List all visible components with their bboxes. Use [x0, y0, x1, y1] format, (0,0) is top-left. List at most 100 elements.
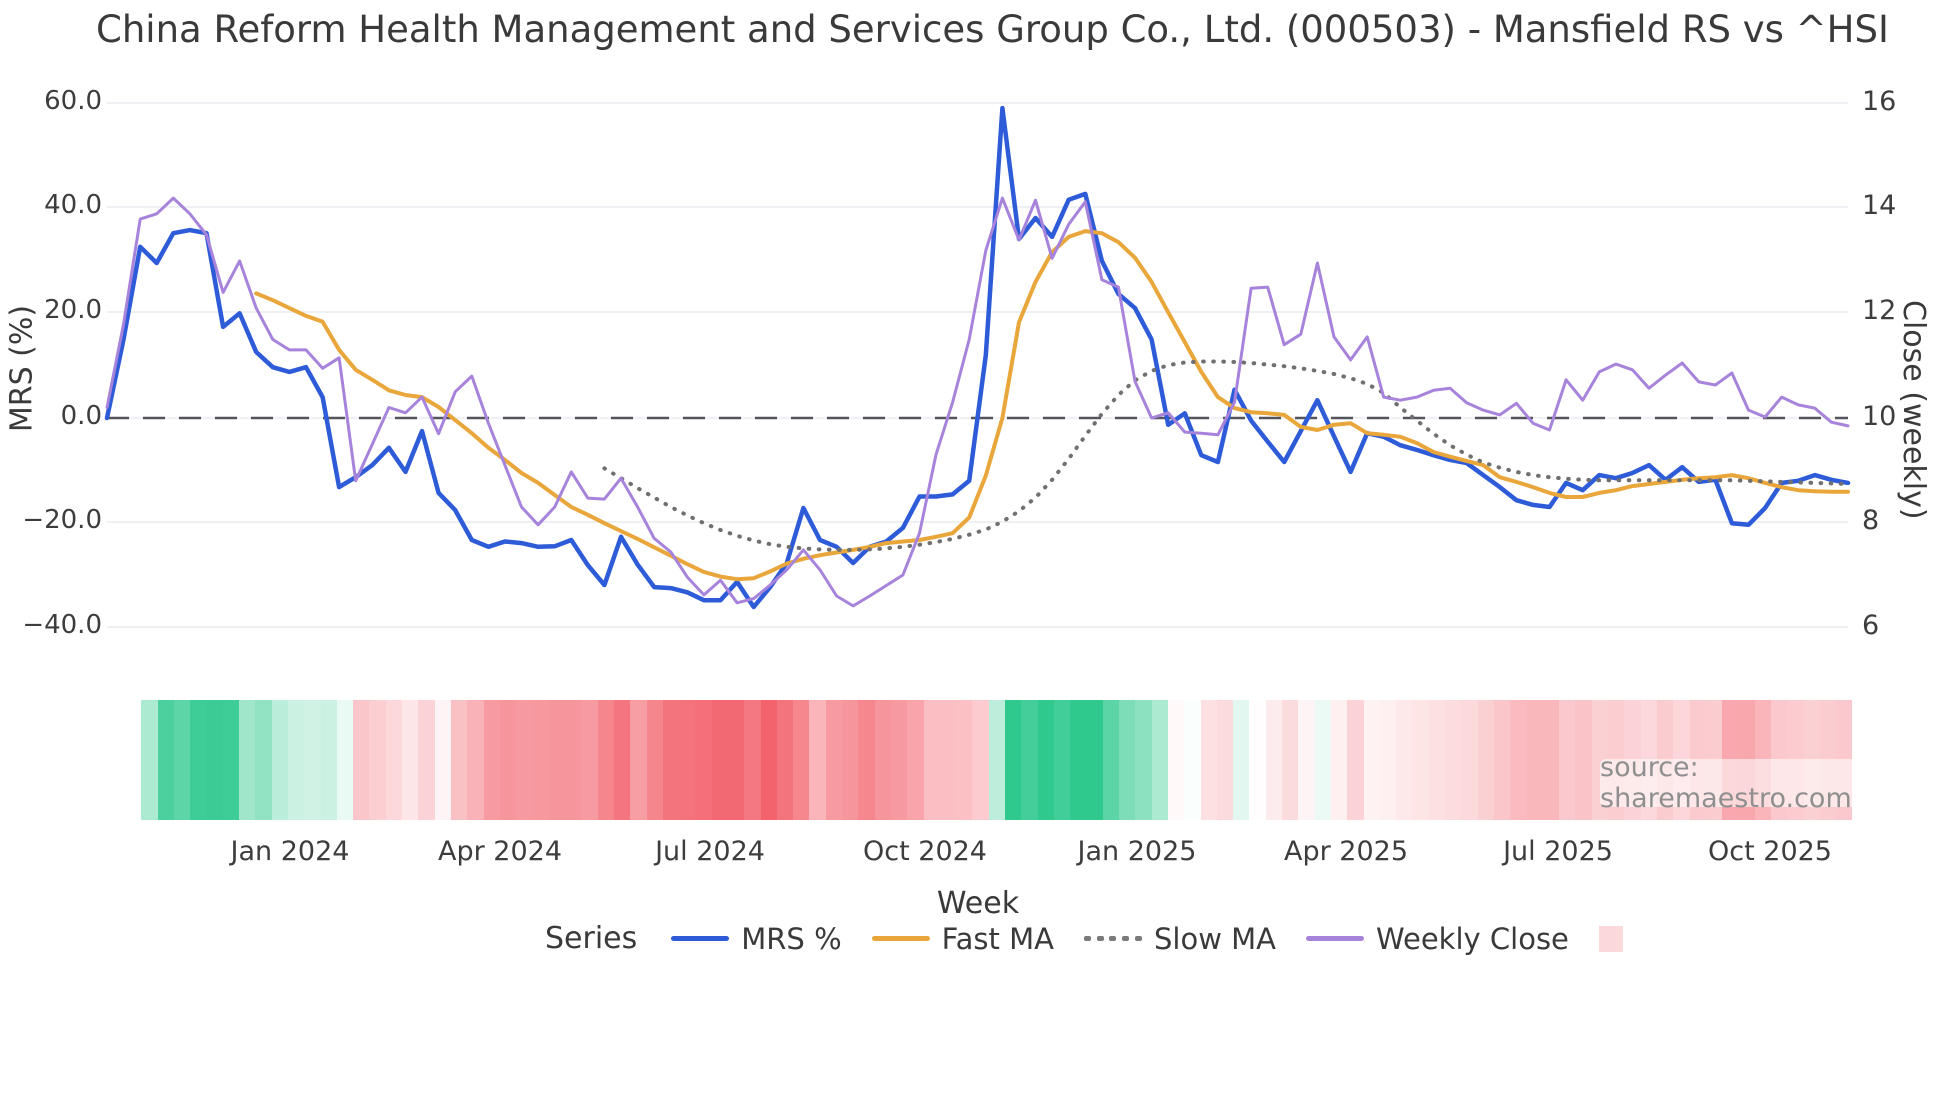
y-right-tick: 16	[1862, 86, 1897, 117]
heatmap-cell	[581, 700, 598, 820]
heatmap-cell	[1070, 700, 1087, 820]
heatmap-cell	[956, 700, 973, 820]
heatmap-cell	[597, 700, 614, 820]
y-axis-left-title: MRS (%)	[4, 304, 40, 433]
legend-item-slow-ma: Slow MA	[1083, 922, 1276, 956]
legend-title: Series	[545, 921, 638, 956]
heatmap-cell	[1184, 700, 1201, 820]
heatmap-cell	[939, 700, 957, 820]
heatmap-cell	[1021, 700, 1038, 820]
legend-item-label: MRS %	[741, 921, 842, 956]
y-right-tick: 14	[1862, 190, 1897, 221]
heatmap-cell	[858, 700, 875, 820]
heatmap-cell	[727, 700, 745, 820]
heatmap-cell	[972, 700, 989, 820]
source-watermark-text: source: sharemaestro.com	[1600, 752, 1852, 814]
legend-item-weekly-close: Weekly Close	[1306, 922, 1569, 956]
heatmap-cell	[271, 700, 288, 820]
x-axis-title: Week	[936, 886, 1020, 921]
legend: Series MRS % Fast MA Slow MA Weekly Close	[545, 921, 1623, 956]
y-left-tick: 40.0	[44, 190, 102, 220]
series-line-fast-ma	[254, 229, 1850, 582]
heatmap-cell	[907, 700, 924, 820]
heatmap-cell	[1477, 700, 1494, 820]
heatmap-cell	[1151, 700, 1168, 820]
chart-title: China Reform Health Management and Servi…	[96, 8, 1889, 51]
heatmap-cell	[483, 700, 500, 820]
legend-line-icon	[871, 936, 930, 941]
y-axis-right-title: Close (weekly)	[1896, 300, 1931, 520]
x-tick: Oct 2025	[1708, 836, 1832, 867]
heatmap-cell	[1445, 700, 1462, 820]
heatmap-cell	[499, 700, 517, 820]
heatmap-cell	[467, 700, 484, 820]
legend-line-icon	[1306, 936, 1364, 941]
heatmap-cell	[125, 700, 142, 820]
heatmap-cell	[1526, 700, 1543, 820]
legend-item-mrs-: MRS %	[671, 921, 842, 956]
heatmap-cell	[565, 700, 582, 820]
heatmap-cell	[923, 700, 940, 820]
heatmap-cell	[825, 700, 843, 820]
heatmap-cell	[1119, 700, 1136, 820]
heatmap-cell	[809, 700, 826, 820]
heatmap-cell	[646, 700, 663, 820]
legend-item-label: Fast MA	[941, 921, 1054, 956]
heatmap-cell	[1005, 700, 1022, 820]
heatmap-cell	[874, 700, 891, 820]
y-left-tick: −40.0	[22, 610, 102, 640]
x-tick: Apr 2024	[437, 836, 563, 867]
heatmap-cell	[222, 700, 240, 820]
heatmap-cell	[1461, 700, 1478, 820]
y-right-tick: 12	[1862, 295, 1897, 326]
heatmap-cell	[434, 700, 451, 820]
heatmap-cell	[1396, 700, 1413, 820]
heatmap-cell	[760, 700, 777, 820]
heatmap-cell	[1330, 700, 1348, 820]
heatmap-cell	[1542, 700, 1560, 820]
y-left-tick: 0.0	[60, 401, 102, 431]
y-right-tick: 6	[1862, 610, 1880, 641]
heatmap-cell	[1053, 700, 1071, 820]
heatmap-cell	[1298, 700, 1315, 820]
legend-item-fast-ma: Fast MA	[871, 921, 1054, 956]
heatmap-cell	[1168, 700, 1185, 820]
heatmap-cell	[353, 700, 370, 820]
heatmap-cell	[173, 700, 191, 820]
series-line-weekly-close	[105, 196, 1850, 608]
heatmap-cell	[1428, 700, 1446, 820]
legend-item-label: Weekly Close	[1376, 921, 1569, 956]
heatmap-cell	[255, 700, 272, 820]
heatmap-cell	[239, 700, 256, 820]
heatmap-cell	[1249, 700, 1266, 820]
heatmap-swatch-icon	[1598, 925, 1623, 952]
heatmap-cell	[776, 700, 794, 820]
heatmap-cell	[613, 700, 631, 820]
heatmap-cell	[1493, 700, 1511, 820]
heatmap-cell	[988, 700, 1006, 820]
heatmap-cell	[450, 700, 468, 820]
heatmap-cell	[548, 700, 566, 820]
heatmap-cell	[190, 700, 207, 820]
y-right-tick: 8	[1862, 505, 1880, 536]
x-tick: Oct 2024	[863, 836, 987, 867]
heatmap-cell	[1510, 700, 1527, 820]
legend-line-icon	[671, 936, 730, 941]
legend-line-icon	[1083, 936, 1142, 941]
heatmap-cell	[744, 700, 761, 820]
heatmap-cell	[1559, 700, 1576, 820]
heatmap-cell	[304, 700, 321, 820]
heatmap-strip	[125, 700, 1853, 820]
heatmap-cell	[1216, 700, 1234, 820]
heatmap-cell	[532, 700, 549, 820]
heatmap-cell	[695, 700, 712, 820]
y-left-tick: 60.0	[44, 86, 102, 116]
heatmap-cell	[1102, 700, 1120, 820]
heatmap-cell	[1135, 700, 1152, 820]
heatmap-cell	[630, 700, 647, 820]
heatmap-cell	[1314, 700, 1331, 820]
heatmap-cell	[1037, 700, 1054, 820]
heatmap-cell	[336, 700, 354, 820]
heatmap-cell	[1086, 700, 1103, 820]
